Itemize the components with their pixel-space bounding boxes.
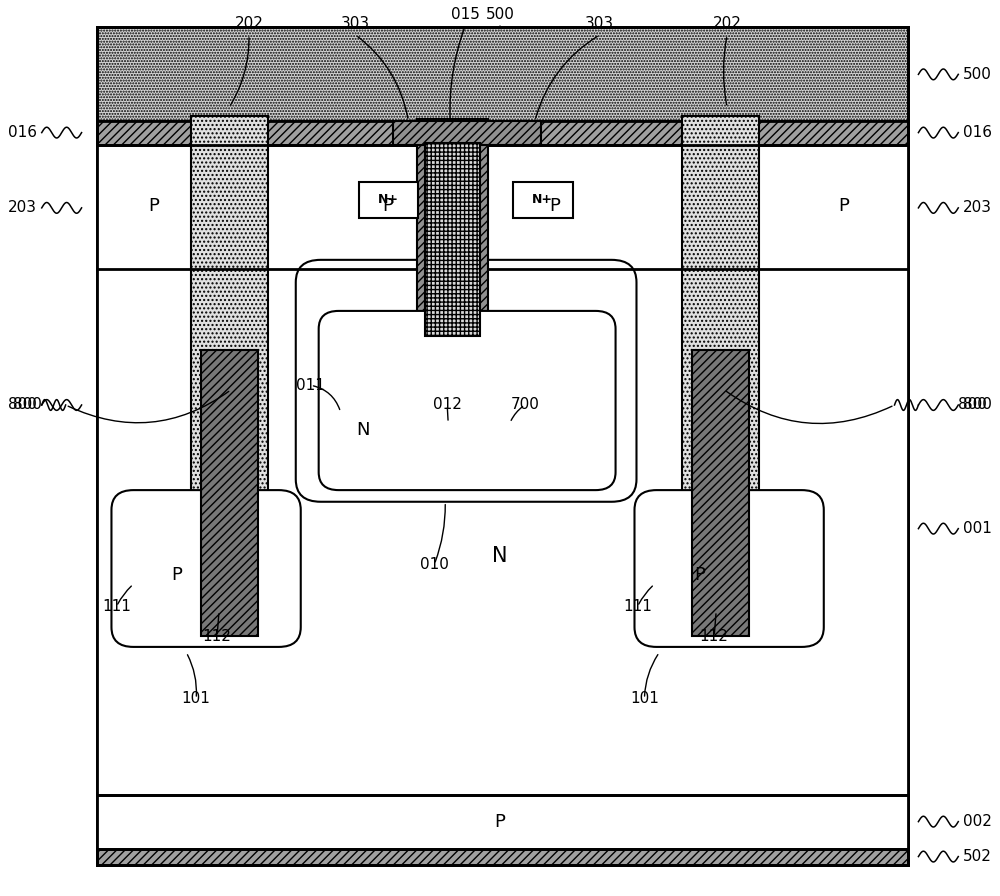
Bar xyxy=(692,350,749,636)
Text: 012: 012 xyxy=(433,398,462,412)
Text: P: P xyxy=(838,197,849,215)
FancyBboxPatch shape xyxy=(296,260,636,502)
Text: 015: 015 xyxy=(451,7,480,22)
Text: 002: 002 xyxy=(963,814,992,829)
Text: N+: N+ xyxy=(532,194,553,206)
Bar xyxy=(97,27,908,121)
Text: 502: 502 xyxy=(963,849,992,864)
Text: 016: 016 xyxy=(8,125,37,140)
Text: N: N xyxy=(356,421,369,439)
Text: 112: 112 xyxy=(700,629,729,643)
Text: 303: 303 xyxy=(341,16,370,31)
Bar xyxy=(97,849,908,865)
Text: 101: 101 xyxy=(182,692,211,706)
Text: 203: 203 xyxy=(963,201,992,215)
Bar xyxy=(97,269,908,795)
Text: P: P xyxy=(171,566,182,584)
Text: 500: 500 xyxy=(963,67,992,82)
Bar xyxy=(201,350,258,636)
Bar xyxy=(97,27,908,865)
FancyBboxPatch shape xyxy=(634,490,824,647)
Text: 800: 800 xyxy=(958,398,987,412)
Bar xyxy=(97,145,908,269)
Text: 800: 800 xyxy=(963,398,992,412)
Text: 202: 202 xyxy=(713,16,742,31)
Text: 800: 800 xyxy=(8,398,37,412)
Bar xyxy=(417,119,488,336)
Text: 111: 111 xyxy=(102,599,131,614)
Bar xyxy=(682,116,759,636)
FancyBboxPatch shape xyxy=(319,311,616,490)
Text: 010: 010 xyxy=(420,557,449,572)
Bar xyxy=(425,143,480,336)
Text: P: P xyxy=(549,197,560,215)
Text: 111: 111 xyxy=(623,599,652,614)
Bar xyxy=(359,182,418,218)
Text: 016: 016 xyxy=(963,125,992,140)
Bar xyxy=(393,121,541,145)
Text: 203: 203 xyxy=(8,201,37,215)
Bar xyxy=(191,116,268,636)
Text: 500: 500 xyxy=(486,7,514,22)
Bar xyxy=(97,795,908,849)
Bar xyxy=(97,121,908,145)
Text: N: N xyxy=(492,546,508,565)
Text: 112: 112 xyxy=(203,629,232,643)
Text: 001: 001 xyxy=(963,521,992,536)
Text: P: P xyxy=(495,813,505,831)
Text: P: P xyxy=(148,197,159,215)
Text: 700: 700 xyxy=(510,398,539,412)
Text: N+: N+ xyxy=(378,194,399,206)
FancyBboxPatch shape xyxy=(111,490,301,647)
Bar xyxy=(513,182,573,218)
Text: 011: 011 xyxy=(296,378,325,392)
Text: 800: 800 xyxy=(13,398,42,412)
Text: P: P xyxy=(382,197,393,215)
Text: 303: 303 xyxy=(585,16,614,31)
Bar xyxy=(97,27,908,865)
Text: 202: 202 xyxy=(235,16,263,31)
Text: 101: 101 xyxy=(630,692,659,706)
Text: P: P xyxy=(694,566,705,584)
